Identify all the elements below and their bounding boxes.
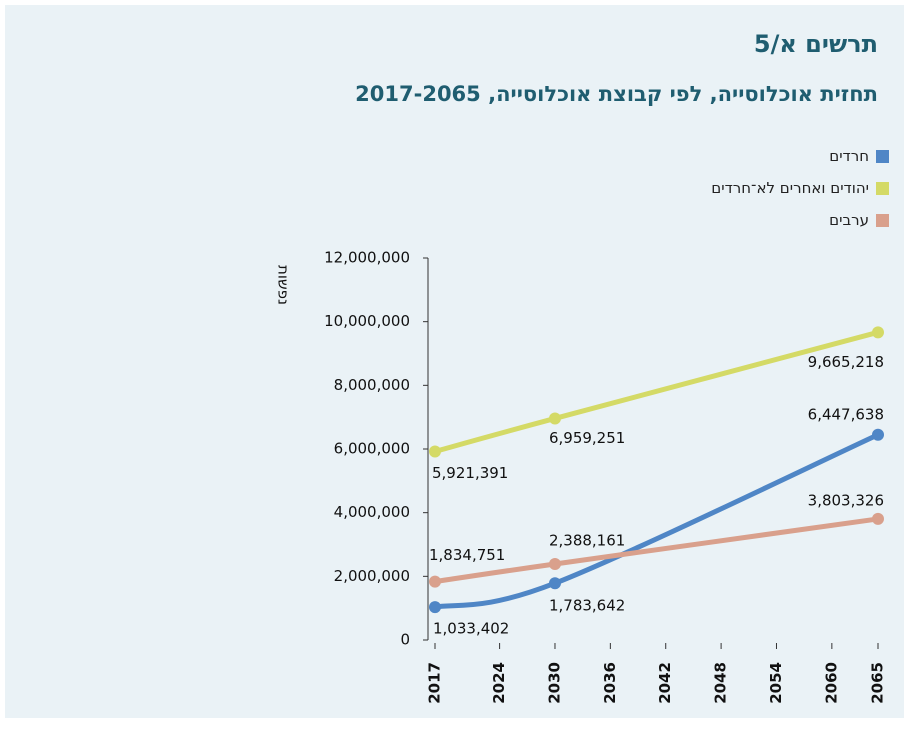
x-tick-label: 2060 <box>822 662 840 704</box>
data-label: 1,033,402 <box>433 620 509 638</box>
data-point <box>872 326 884 339</box>
legend-label: יהודים ואחרים לא־חרדים <box>711 179 869 197</box>
data-point <box>872 512 884 525</box>
x-tick-label: 2048 <box>712 662 730 704</box>
data-label: 2,388,161 <box>549 531 625 549</box>
x-tick-label: 2054 <box>767 662 785 704</box>
data-label: 1,834,751 <box>429 546 505 564</box>
series-line <box>434 329 879 454</box>
x-tick-label: 2036 <box>601 662 619 704</box>
legend-swatch <box>876 149 889 163</box>
y-axis-label: נפשות <box>275 265 293 305</box>
data-label: 6,447,638 <box>808 405 884 423</box>
data-label: 9,665,218 <box>808 353 884 371</box>
data-point <box>872 428 884 441</box>
data-point <box>429 601 441 614</box>
legend: חרדים יהודים ואחרים לא־חרדים ערבים <box>711 140 889 236</box>
legend-swatch <box>876 213 889 227</box>
y-tick-label: 2,000,000 <box>334 567 410 585</box>
legend-item: חרדים <box>711 140 889 172</box>
panel <box>5 5 904 718</box>
y-tick-label: 10,000,000 <box>324 312 410 330</box>
data-point <box>429 575 441 588</box>
y-tick-label: 8,000,000 <box>334 376 410 394</box>
y-tick-label: 12,000,000 <box>324 249 410 267</box>
x-tick-label: 2065 <box>869 662 887 704</box>
data-label: 6,959,251 <box>549 429 625 447</box>
chart-subtitle: תחזית אוכלוסייה, לפי קבוצת אוכלוסייה, 20… <box>355 82 878 106</box>
x-tick-label: 2017 <box>426 662 444 704</box>
legend-label: ערבים <box>829 211 869 229</box>
data-point <box>429 445 441 458</box>
x-tick-label: 2024 <box>490 662 508 704</box>
data-label: 1,783,642 <box>549 597 625 615</box>
series-line <box>434 516 879 585</box>
x-tick-label: 2030 <box>545 662 563 704</box>
data-point <box>548 557 561 570</box>
chart-title: תרשים א/5 <box>753 30 878 58</box>
y-tick-label: 0 <box>400 631 410 649</box>
data-point <box>548 577 561 590</box>
legend-swatch <box>876 181 889 195</box>
data-point <box>548 412 561 425</box>
legend-item: ערבים <box>711 204 889 236</box>
legend-item: יהודים ואחרים לא־חרדים <box>711 172 889 204</box>
y-tick-label: 4,000,000 <box>334 503 410 521</box>
series-line <box>434 432 880 610</box>
data-label: 3,803,326 <box>808 491 884 509</box>
x-tick-label: 2042 <box>656 662 674 704</box>
y-tick-label: 6,000,000 <box>334 440 410 458</box>
data-label: 5,921,391 <box>432 464 508 482</box>
legend-label: חרדים <box>829 147 869 165</box>
